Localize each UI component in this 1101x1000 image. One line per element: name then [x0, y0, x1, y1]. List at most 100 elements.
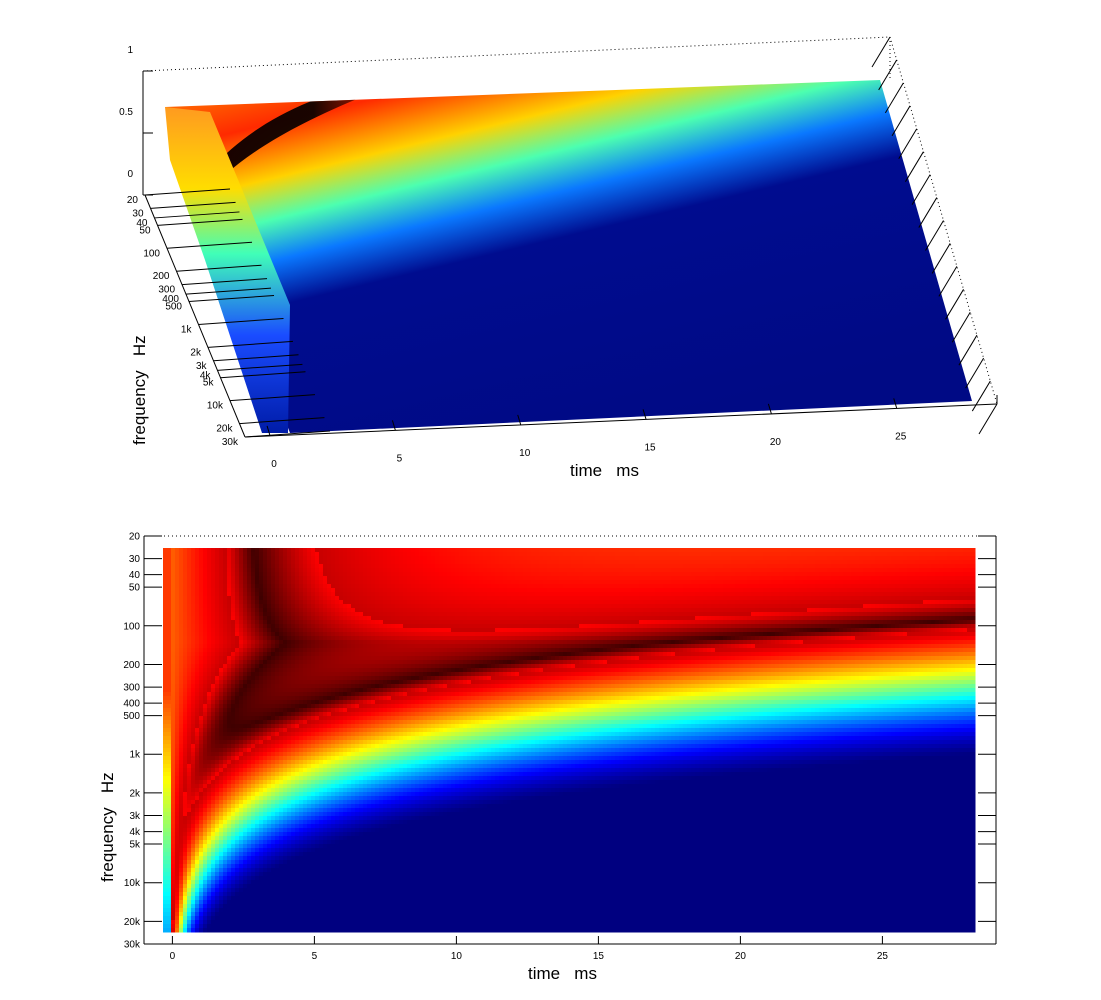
heatmap-cell: [947, 556, 952, 561]
heatmap-cell: [643, 620, 648, 625]
heatmap-cell: [707, 596, 712, 601]
heatmap-cell: [799, 580, 804, 585]
heatmap-cell: [571, 560, 576, 565]
heatmap-cell: [319, 564, 324, 569]
heatmap-cell: [247, 588, 252, 593]
heatmap-cell: [663, 600, 668, 605]
heatmap-cell: [695, 548, 700, 553]
heatmap-cell: [659, 592, 664, 597]
heatmap-cell: [215, 552, 220, 557]
heatmap-cell: [331, 572, 336, 577]
heatmap-cell: [531, 624, 536, 629]
heatmap-cell: [859, 576, 864, 581]
heatmap-cell: [607, 600, 612, 605]
heatmap-cell: [223, 616, 228, 621]
heatmap-cell: [847, 584, 852, 589]
heatmap-cell: [415, 616, 420, 621]
heatmap-cell: [655, 624, 660, 629]
heatmap-cell: [743, 608, 748, 613]
heatmap-cell: [231, 636, 236, 641]
heatmap-cell: [823, 608, 828, 613]
heatmap-cell: [659, 552, 664, 557]
heatmap-cell: [455, 572, 460, 577]
heatmap-cell: [543, 608, 548, 613]
heatmap-cell: [687, 564, 692, 569]
heatmap-cell: [279, 580, 284, 585]
heatmap-cell: [699, 568, 704, 573]
heatmap-cell: [291, 548, 296, 553]
heatmap-cell: [355, 628, 360, 633]
heatmap-cell: [415, 572, 420, 577]
heatmap-cell: [347, 632, 352, 637]
heatmap-cell: [763, 568, 768, 573]
heatmap-cell: [355, 552, 360, 557]
heatmap-cell: [183, 560, 188, 565]
heatmap-cell: [711, 636, 716, 641]
heatmap-cell: [843, 636, 848, 641]
heatmap-cell: [479, 608, 484, 613]
heatmap-cell: [911, 548, 916, 553]
heatmap-cell: [831, 584, 836, 589]
heatmap-cell: [231, 604, 236, 609]
heatmap-cell: [515, 620, 520, 625]
heatmap-cell: [295, 552, 300, 557]
heatmap-cell: [739, 632, 744, 637]
heatmap-cell: [339, 564, 344, 569]
heatmap-cell: [763, 576, 768, 581]
heatmap-cell: [163, 600, 168, 605]
heatmap-cell: [551, 556, 556, 561]
heatmap-cell: [403, 604, 408, 609]
heatmap-cell: [759, 584, 764, 589]
heatmap-cell: [583, 604, 588, 609]
heatmap-cell: [431, 552, 436, 557]
heatmap-cell: [199, 556, 204, 561]
heatmap-cell: [407, 620, 412, 625]
heatmap-cell: [179, 636, 184, 641]
heatmap-cell: [659, 600, 664, 605]
heatmap-cell: [747, 640, 752, 645]
heatmap-cell: [235, 588, 240, 593]
heatmap-cell: [563, 640, 568, 645]
heatmap-cell: [623, 576, 628, 581]
heatmap-cell: [559, 576, 564, 581]
heatmap-cell: [707, 560, 712, 565]
heatmap-cell: [791, 636, 796, 641]
heatmap-cell: [295, 600, 300, 605]
heatmap-cell: [187, 584, 192, 589]
heatmap-cell: [615, 548, 620, 553]
heatmap-cell: [903, 568, 908, 573]
heatmap-cell: [695, 612, 700, 617]
heatmap-cell: [327, 612, 332, 617]
heatmap-cell: [191, 612, 196, 617]
heatmap-cell: [411, 568, 416, 573]
heatmap-cell: [203, 632, 208, 637]
heatmap-cell: [359, 620, 364, 625]
heatmap-cell: [903, 580, 908, 585]
heatmap-cell: [631, 624, 636, 629]
heatmap-cell: [911, 564, 916, 569]
heatmap-cell: [431, 640, 436, 645]
heatmap-cell: [691, 584, 696, 589]
heatmap-cell: [363, 608, 368, 613]
heatmap-cell: [583, 624, 588, 629]
heatmap-cell: [955, 592, 960, 597]
heatmap-cell: [399, 568, 404, 573]
heatmap-cell: [927, 600, 932, 605]
heatmap-cell: [543, 616, 548, 621]
heatmap-cell: [187, 644, 192, 649]
heatmap-cell: [899, 628, 904, 633]
heatmap-cell: [439, 556, 444, 561]
heatmap-cell: [739, 612, 744, 617]
heatmap-cell: [263, 556, 268, 561]
heatmap-cell: [755, 556, 760, 561]
heatmap-cell: [431, 636, 436, 641]
heatmap-cell: [431, 596, 436, 601]
heatmap-cell: [815, 604, 820, 609]
heatmap-cell: [287, 604, 292, 609]
heatmap-cell: [323, 568, 328, 573]
heatmap-cell: [795, 632, 800, 637]
heatmap-cell: [967, 624, 972, 629]
heatmap-cell: [907, 620, 912, 625]
heatmap-cell: [227, 548, 232, 553]
heatmap-cell: [223, 624, 228, 629]
